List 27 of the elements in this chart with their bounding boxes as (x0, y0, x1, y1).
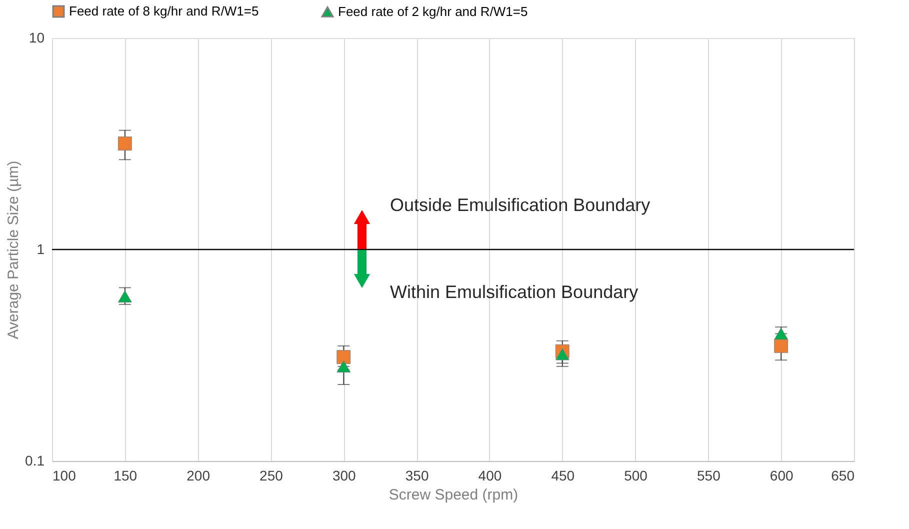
y-axis-title: Average Particle Size (µm) (5, 160, 22, 340)
point (555, 348, 570, 360)
y-tick-label: 10 (28, 30, 45, 46)
annotation: Outside Emulsification Boundary (390, 195, 650, 215)
x-tick-label: 500 (624, 468, 648, 484)
x-axis-title: Screw Speed (rpm) (388, 486, 518, 504)
point (774, 338, 788, 353)
x-tick-label: 100 (52, 468, 76, 484)
point (118, 136, 132, 150)
point (118, 290, 132, 302)
legend-label: Feed rate of 8 kg/hr and R/W1=5 (69, 4, 259, 19)
legend-label: Feed rate of 2 kg/hr and R/W1=5 (338, 4, 528, 19)
x-tick-label: 300 (332, 468, 356, 484)
x-tick-label: 350 (405, 468, 429, 484)
x-tick-label: 650 (831, 468, 855, 484)
point (336, 350, 351, 364)
annotation: Within Emulsification Boundary (390, 282, 638, 302)
x-tick-label: 200 (186, 468, 210, 484)
y-tick-label: 0.1 (25, 452, 45, 468)
x-tick-label: 600 (770, 468, 794, 484)
x-tick-label: 400 (478, 468, 502, 484)
x-tick-label: 250 (260, 468, 284, 484)
y-tick-label: 1 (36, 241, 45, 257)
x-tick-label: 550 (697, 468, 721, 484)
point (336, 360, 351, 372)
x-tick-label: 150 (114, 468, 138, 484)
x-tick-label: 450 (551, 468, 575, 484)
